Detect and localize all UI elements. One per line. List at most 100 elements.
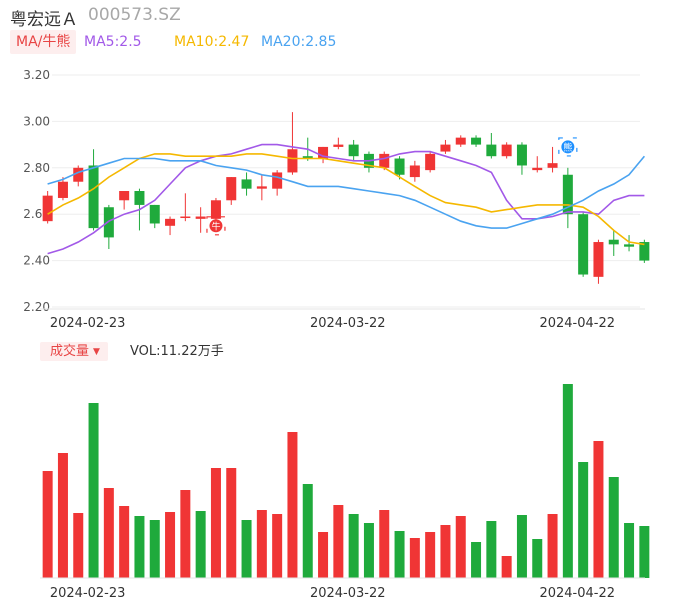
volume-bar <box>593 441 604 578</box>
volume-bar <box>363 523 374 578</box>
volume-bar <box>302 484 313 578</box>
candle <box>119 191 130 210</box>
volume-bar <box>578 462 589 578</box>
candle <box>272 170 283 196</box>
ma20-value: MA20:2.85 <box>261 34 337 50</box>
stock-name: 粤宏远Ａ <box>10 10 78 30</box>
candle <box>532 156 543 173</box>
candle-body <box>409 165 420 178</box>
price-tick-label: 2.40 <box>23 254 50 268</box>
volume-bar <box>210 468 221 578</box>
volume-bar <box>256 510 267 578</box>
candle <box>516 142 527 175</box>
candle-body <box>578 214 589 275</box>
candle-body <box>165 218 176 226</box>
volume-bar <box>318 532 329 578</box>
volume-bar <box>409 538 420 578</box>
candle <box>57 177 68 201</box>
ma10-line <box>47 153 645 246</box>
price-tick-label: 3.20 <box>23 68 50 82</box>
volume-bar <box>624 523 635 578</box>
candle-body <box>532 167 543 171</box>
candle-body <box>547 163 558 168</box>
candle-body <box>210 200 221 219</box>
candle-body <box>256 186 267 189</box>
candle <box>287 112 298 175</box>
candle-body <box>302 156 313 159</box>
caret-down-icon: ▼ <box>93 347 100 357</box>
candle <box>195 207 206 233</box>
candle <box>42 191 53 224</box>
candle <box>149 204 160 229</box>
volume-bar <box>333 505 344 578</box>
candle-body <box>333 144 344 147</box>
volume-bar <box>180 490 191 578</box>
ma-indicator-selector[interactable]: MA/牛熊 <box>10 30 77 54</box>
candle-body <box>486 144 497 157</box>
price-tick-label: 2.20 <box>23 300 50 314</box>
volume-bar <box>272 514 283 578</box>
marker-dot <box>209 219 223 233</box>
candle <box>73 165 84 187</box>
candle <box>363 151 374 173</box>
candle-body <box>318 146 329 159</box>
volume-bar <box>516 515 527 578</box>
candle-body <box>195 216 206 219</box>
candle-body <box>226 177 237 201</box>
candle <box>88 149 99 231</box>
candle-body <box>455 137 466 145</box>
candle-body <box>134 191 145 205</box>
volume-x-tick-label: 2024-02-23 <box>50 586 126 601</box>
candle <box>547 146 558 173</box>
volume-bar <box>241 520 252 578</box>
volume-bar <box>440 525 451 578</box>
ma20-line <box>47 155 646 229</box>
marker-frame <box>206 216 226 236</box>
candle <box>624 235 635 252</box>
volume-bar <box>119 506 130 578</box>
candle-body <box>149 204 160 224</box>
candle <box>409 160 420 182</box>
candle-body <box>73 167 84 182</box>
candle <box>180 193 191 222</box>
volume-bar <box>287 432 298 578</box>
volume-bar <box>149 520 160 578</box>
candle <box>471 135 482 147</box>
volume-bar <box>471 542 482 578</box>
marker-frame <box>558 137 578 157</box>
candle-body <box>348 144 359 157</box>
candle-body <box>57 181 68 198</box>
stock-code: 000573.SZ <box>88 5 181 25</box>
marker-label: 熊 <box>563 141 572 153</box>
candle <box>241 172 252 196</box>
ma5-value: MA5:2.5 <box>84 34 142 50</box>
candle-body <box>272 172 283 189</box>
volume-bar <box>379 510 390 578</box>
candle <box>486 133 497 159</box>
candle <box>256 174 267 201</box>
marker-dot <box>561 140 575 154</box>
candle <box>333 137 344 150</box>
price-x-tick-label: 2024-03-22 <box>310 316 386 331</box>
candle-body <box>119 191 130 201</box>
candle-body <box>42 195 53 222</box>
volume-bar <box>547 514 558 578</box>
candle <box>210 197 221 224</box>
candle-body <box>608 239 619 245</box>
volume-bar <box>486 521 497 578</box>
volume-bar <box>348 514 359 578</box>
candle-body <box>562 174 573 215</box>
candle-body <box>440 144 451 152</box>
volume-indicator-selector[interactable]: 成交量 ▼ <box>40 342 108 361</box>
candle <box>440 139 451 154</box>
volume-bar <box>42 471 53 578</box>
bull-marker-icon: 牛 <box>206 216 226 236</box>
candle <box>455 135 466 147</box>
volume-bar <box>226 468 237 578</box>
candle <box>348 139 359 161</box>
volume-bar <box>425 532 436 578</box>
price-x-tick-label: 2024-02-23 <box>50 316 126 331</box>
candle-body <box>379 153 390 168</box>
candle <box>394 156 405 180</box>
